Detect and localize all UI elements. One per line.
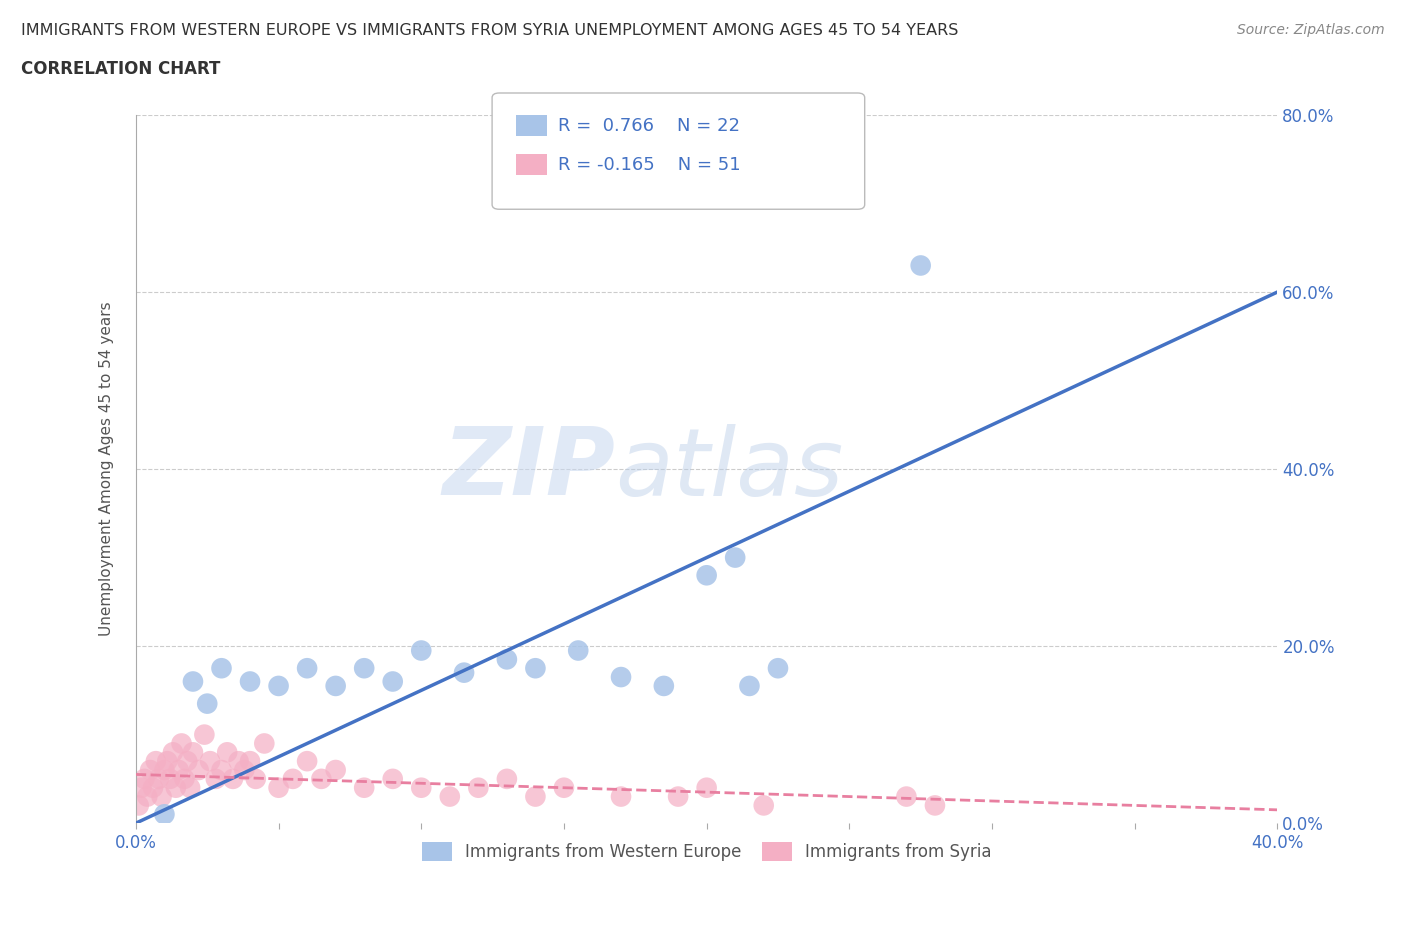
- Point: [553, 780, 575, 795]
- Point: [193, 727, 215, 742]
- Point: [381, 674, 404, 689]
- Point: [136, 790, 159, 804]
- Point: [167, 763, 190, 777]
- Text: atlas: atlas: [616, 423, 844, 514]
- Point: [195, 697, 218, 711]
- Point: [128, 798, 150, 813]
- Point: [411, 780, 433, 795]
- Point: [233, 763, 256, 777]
- Point: [217, 745, 239, 760]
- Point: [353, 661, 375, 676]
- Point: [453, 665, 475, 680]
- Point: [738, 679, 761, 694]
- Point: [148, 771, 170, 786]
- Point: [176, 753, 198, 768]
- Text: CORRELATION CHART: CORRELATION CHART: [21, 60, 221, 78]
- Text: ZIP: ZIP: [443, 423, 616, 515]
- Legend: Immigrants from Western Europe, Immigrants from Syria: Immigrants from Western Europe, Immigran…: [415, 835, 998, 868]
- Point: [353, 780, 375, 795]
- Point: [924, 798, 946, 813]
- Point: [131, 780, 153, 795]
- Point: [696, 568, 718, 583]
- Point: [325, 679, 347, 694]
- Point: [496, 771, 519, 786]
- Text: Source: ZipAtlas.com: Source: ZipAtlas.com: [1237, 23, 1385, 37]
- Point: [162, 745, 184, 760]
- Point: [139, 763, 162, 777]
- Point: [150, 790, 173, 804]
- Point: [411, 643, 433, 658]
- Point: [211, 763, 233, 777]
- Point: [281, 771, 304, 786]
- Point: [222, 771, 245, 786]
- Point: [567, 643, 589, 658]
- Point: [253, 736, 276, 751]
- Point: [766, 661, 789, 676]
- Point: [198, 753, 221, 768]
- Y-axis label: Unemployment Among Ages 45 to 54 years: Unemployment Among Ages 45 to 54 years: [100, 301, 114, 636]
- Point: [652, 679, 675, 694]
- Point: [910, 258, 932, 272]
- Point: [156, 753, 179, 768]
- Text: R =  0.766    N = 22: R = 0.766 N = 22: [558, 116, 740, 135]
- Point: [228, 753, 250, 768]
- Point: [134, 771, 156, 786]
- Point: [325, 763, 347, 777]
- Point: [524, 661, 547, 676]
- Point: [311, 771, 333, 786]
- Point: [295, 753, 318, 768]
- Point: [752, 798, 775, 813]
- Point: [267, 780, 290, 795]
- Point: [666, 790, 689, 804]
- Point: [181, 745, 204, 760]
- Point: [159, 771, 181, 786]
- Point: [239, 753, 262, 768]
- Point: [724, 551, 747, 565]
- Point: [153, 807, 176, 822]
- Point: [610, 670, 633, 684]
- Point: [239, 674, 262, 689]
- Point: [610, 790, 633, 804]
- Point: [211, 661, 233, 676]
- Point: [170, 736, 193, 751]
- Point: [381, 771, 404, 786]
- Point: [295, 661, 318, 676]
- Point: [187, 763, 209, 777]
- Point: [142, 780, 165, 795]
- Point: [524, 790, 547, 804]
- Point: [896, 790, 918, 804]
- Point: [439, 790, 461, 804]
- Point: [267, 679, 290, 694]
- Point: [153, 763, 176, 777]
- Point: [467, 780, 489, 795]
- Point: [145, 753, 167, 768]
- Point: [179, 780, 201, 795]
- Point: [173, 771, 195, 786]
- Point: [181, 674, 204, 689]
- Point: [245, 771, 267, 786]
- Text: R = -0.165    N = 51: R = -0.165 N = 51: [558, 155, 741, 174]
- Point: [165, 780, 187, 795]
- Point: [204, 771, 226, 786]
- Point: [496, 652, 519, 667]
- Point: [696, 780, 718, 795]
- Text: IMMIGRANTS FROM WESTERN EUROPE VS IMMIGRANTS FROM SYRIA UNEMPLOYMENT AMONG AGES : IMMIGRANTS FROM WESTERN EUROPE VS IMMIGR…: [21, 23, 959, 38]
